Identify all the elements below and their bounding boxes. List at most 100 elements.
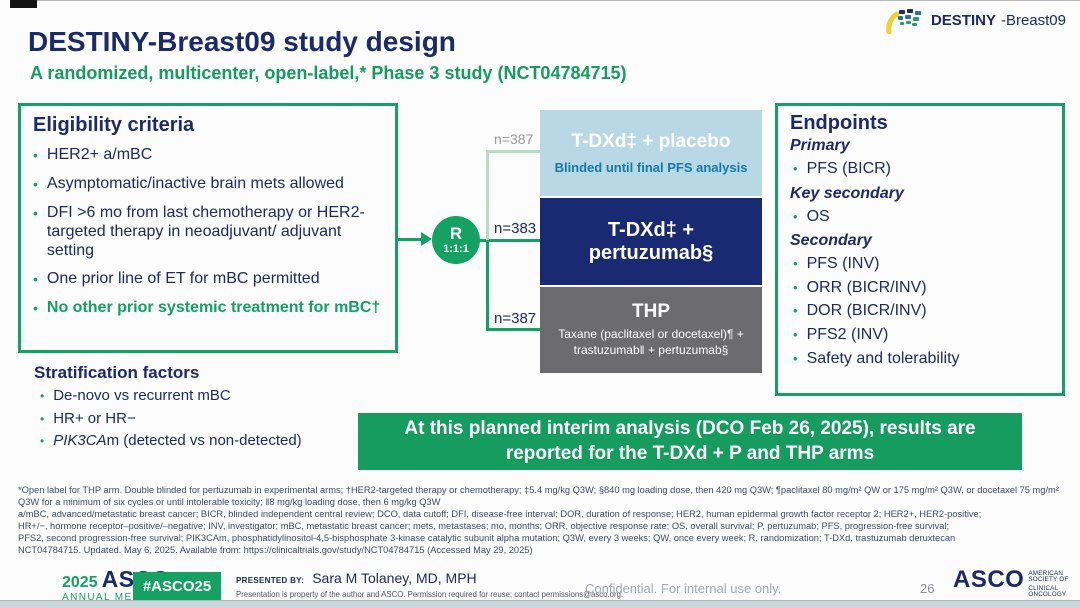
- gene-name: PIK3CA: [53, 432, 107, 449]
- arm-title: T-DXd‡ + pertuzumab§: [588, 218, 714, 264]
- endpoint-item-text: PFS (BICR): [806, 160, 892, 177]
- presented-by-label: PRESENTED BY:: [236, 576, 305, 585]
- bullet-icon: •: [33, 175, 38, 192]
- top-divider: [37, 0, 1080, 1]
- eligibility-item: • Asymptomatic/inactive brain mets allow…: [33, 175, 383, 194]
- bullet-icon: •: [793, 350, 798, 366]
- page-title: DESTINY-Breast09 study design: [28, 26, 456, 57]
- bullet-icon: •: [793, 256, 798, 272]
- endpoint-item: • PFS (BICR): [793, 160, 1050, 178]
- arm-subtitle: Blinded until final PFS analysis: [554, 160, 748, 175]
- arm-subtitle: Taxane (paclitaxel or docetaxel)¶ + tras…: [558, 327, 744, 358]
- footnote-line: NCT04784715. Updated. May 6, 2025. Avail…: [18, 545, 533, 556]
- stratification-item: • HR+ or HR−: [40, 409, 302, 428]
- endpoint-item-text: DOR (BICR/INV): [806, 302, 927, 320]
- endpoints-title: Endpoints: [790, 112, 888, 134]
- endpoint-item: • OS: [793, 208, 1050, 226]
- eligibility-item-text: DFI >6 mo from last chemotherapy or HER2…: [46, 203, 365, 259]
- footnote-line: PFS2, second progression-free survival; …: [18, 533, 956, 544]
- bottom-strip: [0, 600, 1080, 608]
- endpoint-item-text: PFS2 (INV): [806, 325, 889, 343]
- arm-tdxd-placebo: T-DXd‡ + placebo Blinded until final PFS…: [540, 110, 762, 196]
- eligibility-item-text: No other prior systemic treatment for mB…: [46, 299, 381, 317]
- confidential-text: Confidential. For internal use only.: [585, 581, 782, 596]
- destiny-fan-icon: [886, 9, 921, 34]
- arm-subtitle-line: trastuzumab‖ + pertuzumab§: [573, 343, 729, 357]
- stratification-item: • PIK3CAm (detected vs non-detected): [40, 432, 302, 450]
- arm-subtitle-line: Taxane (paclitaxel or docetaxel)¶ +: [558, 327, 744, 342]
- bullet-icon: •: [33, 271, 38, 288]
- bullet-icon: •: [793, 326, 798, 342]
- footnotes: *Open label for THP arm. Double blinded …: [18, 484, 1070, 556]
- arm-tdxd-pertuzumab: T-DXd‡ + pertuzumab§: [540, 198, 762, 285]
- endpoint-item: • PFS (INV): [793, 255, 1050, 273]
- endpoints-box: Endpoints Primary • PFS (BICR) Key secon…: [775, 103, 1065, 396]
- stratification-item: • De-novo vs recurrent mBC: [40, 387, 302, 405]
- eligibility-item: • HER2+ a/mBC: [33, 146, 383, 165]
- connector-line: [398, 238, 422, 241]
- eligibility-item-highlight: • No other prior systemic treatment for …: [33, 299, 383, 318]
- bullet-icon: •: [33, 204, 38, 221]
- arm-title: T-DXd‡ + placebo: [571, 131, 731, 152]
- eligibility-item-text: Asymptomatic/inactive brain mets allowed: [46, 174, 344, 192]
- endpoints-key-secondary-label: Key secondary: [790, 184, 904, 202]
- endpoint-item-text: PFS (INV): [806, 255, 880, 273]
- bullet-icon: •: [33, 300, 38, 317]
- footnote-line: Q3W for a minimum of six cycles or until…: [18, 497, 441, 508]
- footnote-line: HR+/−, hormone receptor–positive/–negati…: [18, 521, 950, 532]
- asco-org-line: CLINICAL ONCOLOGY: [1028, 584, 1067, 598]
- meeting-year: 2025: [62, 574, 98, 591]
- bullet-icon: •: [793, 208, 798, 224]
- eligibility-item: • DFI >6 mo from last chemotherapy or HE…: [33, 204, 383, 261]
- bullet-icon: •: [40, 411, 45, 426]
- endpoint-item-text: ORR (BICR/INV): [806, 278, 927, 296]
- bullet-icon: •: [40, 434, 45, 448]
- arm-n-label: n=387: [494, 310, 537, 327]
- stratification-section: Stratification factors • De-novo vs recu…: [34, 363, 302, 456]
- bullet-icon: •: [793, 303, 798, 319]
- arm-thp: THP Taxane (paclitaxel or docetaxel)¶ + …: [540, 287, 762, 373]
- endpoints-primary-label: Primary: [790, 137, 850, 154]
- footnote-line: a/mBC, advanced/metastatic breast cancer…: [18, 509, 982, 520]
- bullet-icon: •: [40, 389, 45, 403]
- eligibility-item-text: HER2+ a/mBC: [46, 146, 153, 163]
- bullet-icon: •: [793, 279, 798, 295]
- stratification-title: Stratification factors: [34, 363, 200, 382]
- bullet-icon: •: [793, 161, 798, 176]
- stratification-item-text: HR+ or HR−: [53, 409, 136, 427]
- footnote-line: *Open label for THP arm. Double blinded …: [18, 485, 1059, 495]
- page-number: 26: [920, 581, 935, 596]
- stratification-item-text: De-novo vs recurrent mBC: [53, 387, 231, 404]
- eligibility-box: Eligibility criteria • HER2+ a/mBC • Asy…: [18, 103, 398, 353]
- eligibility-title: Eligibility criteria: [33, 114, 195, 136]
- asco-logo-text: ASCO: [953, 566, 1025, 593]
- presenter-name: Sara M Tolaney, MD, MPH: [312, 570, 477, 586]
- presented-by: PRESENTED BY: Sara M Tolaney, MD, MPH: [236, 570, 477, 586]
- permission-text: Presentation is property of the author a…: [236, 590, 624, 599]
- eligibility-item-text: One prior line of ET for mBC permitted: [46, 270, 320, 288]
- stratification-item-text: PIK3CAm (detected vs non-detected): [53, 432, 302, 450]
- arm-title: THP: [632, 301, 670, 323]
- connector-line: [478, 239, 540, 242]
- randomization-symbol: R: [449, 224, 463, 243]
- connector-line: [486, 328, 540, 331]
- meeting-name: ANNUAL MEETING: [62, 592, 171, 603]
- eligibility-item: • One prior line of ET for mBC permitted: [33, 270, 383, 289]
- connector-line: [486, 240, 489, 331]
- endpoint-item-text: Safety and tolerability: [806, 349, 960, 367]
- hashtag-badge: #ASCO25: [133, 572, 221, 600]
- arrow-icon: [421, 232, 432, 246]
- randomization-ratio: 1:1:1: [443, 243, 469, 255]
- bullet-icon: •: [33, 147, 38, 163]
- destiny-logo: DESTINY -Breast09: [884, 7, 1066, 34]
- arm-n-label: n=387: [494, 131, 534, 147]
- destiny-logo-text-bold: DESTINY: [930, 12, 996, 29]
- randomization-circle: R 1:1:1: [432, 216, 480, 264]
- stratification-item-rest: m (detected vs non-detected): [106, 432, 302, 449]
- interim-analysis-banner: At this planned interim analysis (DCO Fe…: [358, 413, 1022, 470]
- corner-artifact: [10, 0, 37, 8]
- endpoints-secondary-label: Secondary: [790, 232, 872, 250]
- endpoint-item: • PFS2 (INV): [793, 326, 1050, 344]
- connector-line: [486, 150, 540, 153]
